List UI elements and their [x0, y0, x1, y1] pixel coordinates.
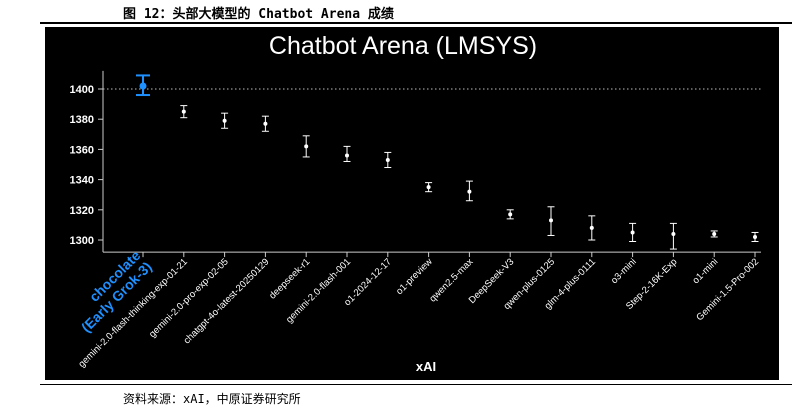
data-point: [630, 230, 635, 235]
data-point: [222, 118, 227, 123]
data-point: [304, 144, 309, 149]
bottom-rule: [40, 384, 792, 385]
data-point: [467, 189, 472, 194]
data-point: [385, 157, 390, 162]
y-tick-label: 1400: [70, 84, 94, 96]
data-point: [712, 231, 717, 236]
chart-title: Chatbot Arena (LMSYS): [269, 32, 537, 60]
data-point: [549, 218, 553, 223]
data-point: [263, 121, 268, 126]
x-tick-label: o3-mini: [609, 256, 639, 286]
x-tick-label: gemini-2.0-pro-exp-02-05: [147, 256, 231, 340]
data-point: [671, 231, 676, 236]
x-tick-label: o1-preview: [394, 256, 435, 297]
x-tick-label: o1-mini: [691, 256, 721, 286]
figure-caption: 图 12：头部大模型的 Chatbot Arena 成绩: [123, 7, 394, 22]
data-point: [589, 225, 594, 230]
data-marks: [136, 74, 759, 250]
data-point: [426, 185, 431, 190]
y-tick-label: 1320: [70, 205, 94, 217]
data-point: [753, 234, 757, 239]
data-point: [508, 212, 513, 217]
y-tick-label: 1380: [70, 114, 94, 126]
y-tick-label: 1300: [70, 235, 94, 247]
chart-panel: Chatbot Arena (LMSYS) 1300 1320 1340 1360 13…: [45, 27, 779, 380]
source-note: 资料来源：xAI，中原证券研究所: [123, 392, 301, 406]
top-rule: [40, 22, 792, 24]
x-tick-label: chocolate(Early Grok-3): [67, 247, 155, 335]
data-point: [181, 109, 186, 114]
y-tick-label: 1340: [70, 175, 94, 187]
x-axis-label: xAI: [416, 359, 436, 374]
x-tick-label: chatgpt-4o-latest-20250129: [182, 256, 272, 346]
data-point: [345, 153, 349, 158]
axes: 1300 1320 1340 1360 1380 1400 chocolate(Early …: [67, 70, 761, 370]
data-point: [139, 82, 147, 90]
y-tick-label: 1360: [70, 144, 94, 156]
x-tick-label: deepseek-r1: [267, 256, 312, 301]
chart-svg: Chatbot Arena (LMSYS) 130013201340136013…: [67, 32, 762, 374]
